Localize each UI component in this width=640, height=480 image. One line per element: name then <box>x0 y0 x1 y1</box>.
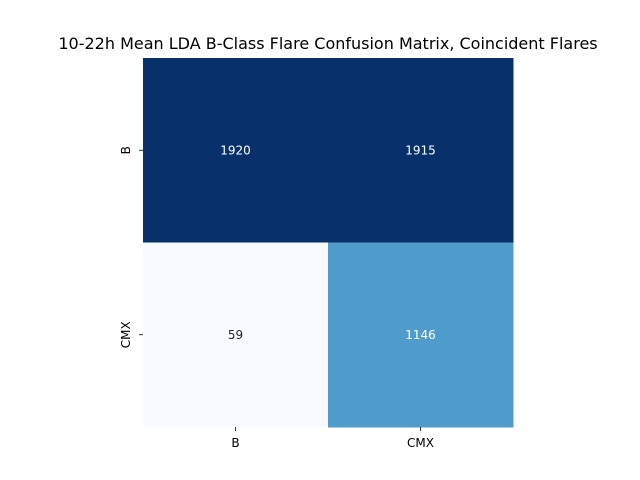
heatmap-cell-cmx-b <box>143 242 329 428</box>
heatmap-value-labels: 1920 1915 59 1146 <box>220 143 436 342</box>
cell-value-label: 1915 <box>405 143 436 157</box>
x-axis: B CMX <box>231 427 434 450</box>
cell-value-label: 1146 <box>405 328 436 342</box>
x-tick-label: B <box>231 436 239 450</box>
y-tick-label: B <box>119 146 133 154</box>
heatmap-cell-b-b <box>143 58 329 243</box>
cell-value-label: 1920 <box>220 143 251 157</box>
y-tick-label: CMX <box>119 321 133 348</box>
heatmap-cell-b-cmx <box>328 58 514 243</box>
x-tick-label: CMX <box>407 436 434 450</box>
cell-value-label: 59 <box>228 328 243 342</box>
heatmap-cell-cmx-cmx <box>328 242 514 428</box>
y-axis: B CMX <box>119 146 143 348</box>
heatmap-cells <box>143 58 514 428</box>
chart-title: 10-22h Mean LDA B-Class Flare Confusion … <box>58 34 597 53</box>
